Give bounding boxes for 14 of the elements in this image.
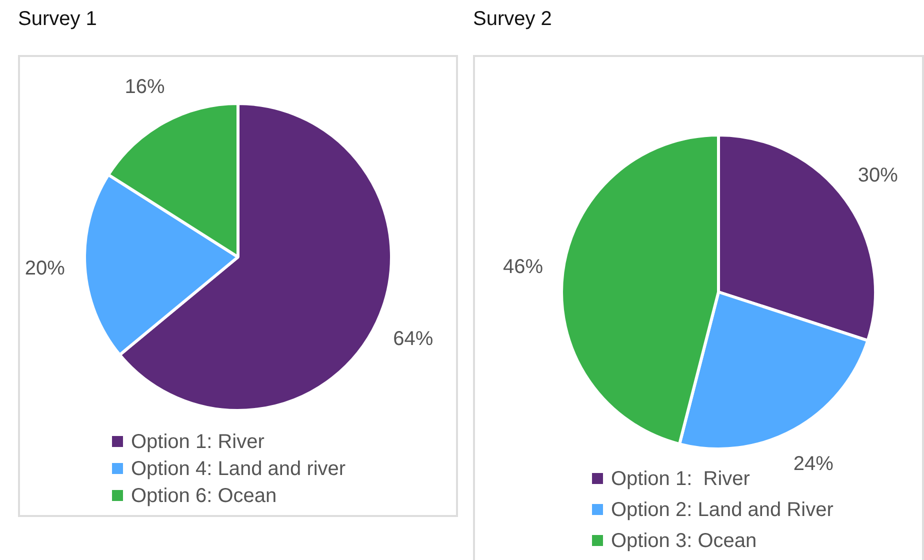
data-label: 64% xyxy=(393,328,434,350)
data-label: 20% xyxy=(24,258,66,280)
chart-title: Survey 2 xyxy=(473,8,552,31)
data-label: 16% xyxy=(124,76,166,98)
legend-label: Option 4: Land and river xyxy=(130,457,346,482)
legend-label: Option 1: River xyxy=(130,430,266,455)
legend-label: Option 1: River xyxy=(611,468,750,490)
data-label: 30% xyxy=(858,164,898,187)
legend-label: Option 6: Ocean xyxy=(130,484,278,509)
data-label: 24% xyxy=(793,453,834,476)
data-label: 46% xyxy=(503,256,544,278)
legend-label: Option 2: Land and River xyxy=(610,498,834,523)
legend-label: Option 3: Ocean xyxy=(610,529,758,554)
chart-title: Survey 1 xyxy=(18,8,97,31)
